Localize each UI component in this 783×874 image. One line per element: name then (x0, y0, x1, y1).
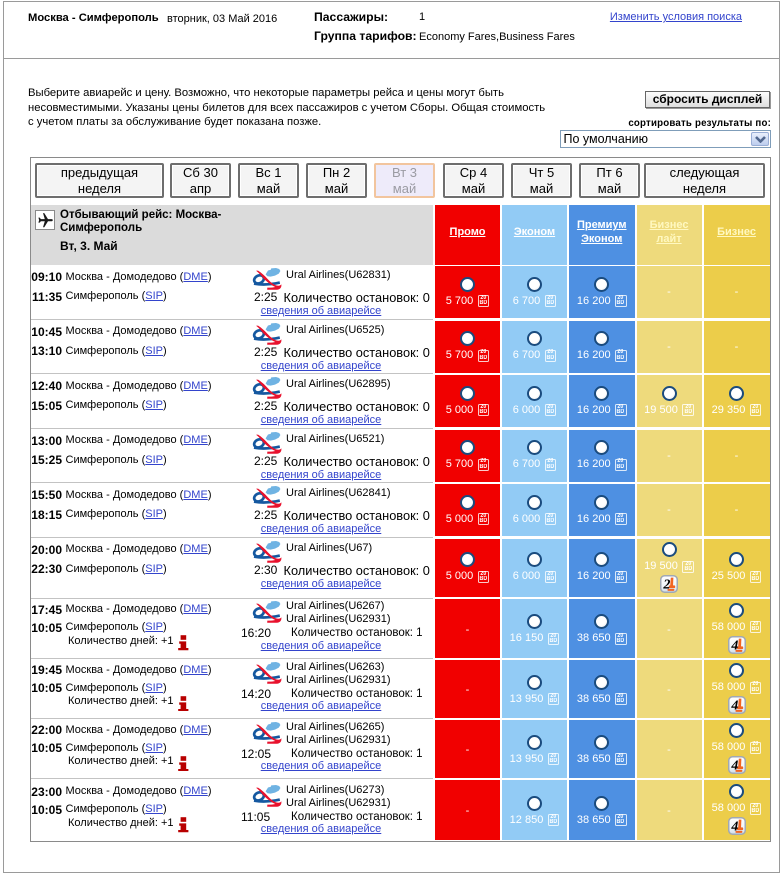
svg-text:2: 2 (662, 578, 670, 593)
svg-text:4: 4 (730, 699, 738, 714)
svg-text:4: 4 (730, 638, 738, 653)
svg-text:4: 4 (730, 820, 738, 835)
svg-text:4: 4 (730, 759, 738, 774)
